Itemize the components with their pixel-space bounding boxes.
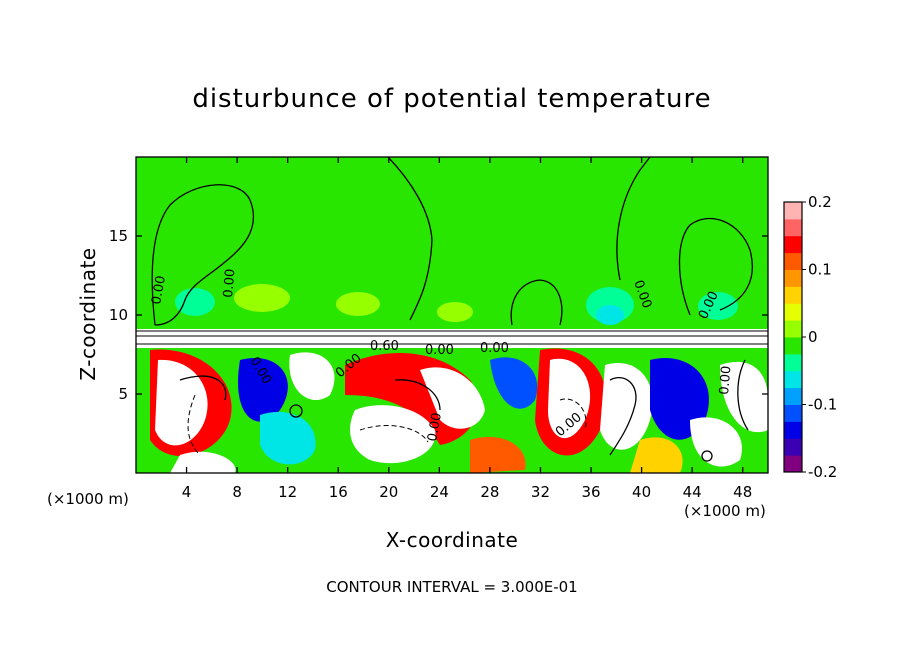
- x-tick-label: 48: [733, 483, 752, 501]
- closed-contour: [701, 450, 713, 462]
- x-tick-label: 4: [182, 483, 192, 501]
- x-tick-label: 8: [232, 483, 242, 501]
- x-tick-label: 32: [531, 483, 550, 501]
- y-tick-label: 5: [118, 385, 128, 403]
- x-tick-label: 12: [278, 483, 297, 501]
- colorbar-swatch: [784, 421, 802, 439]
- inversion-contours: [136, 330, 768, 345]
- inversion-band: [136, 329, 768, 348]
- contour-label: 0.00: [425, 343, 454, 358]
- x-tick-label: 40: [632, 483, 651, 501]
- x-unit-label-left: (×1000 m): [47, 490, 129, 508]
- colorbar-swatch: [784, 387, 802, 405]
- contour-label: 0.60: [370, 339, 399, 354]
- colorbar-swatch: [784, 218, 802, 237]
- x-tick-label: 28: [480, 483, 499, 501]
- x-unit-label-right: (×1000 m): [684, 502, 766, 520]
- contour-interval-note: CONTOUR INTERVAL = 3.000E-01: [326, 578, 578, 596]
- contour-label: 0.00: [221, 268, 238, 298]
- colorbar-tick-label: -0.2: [808, 463, 837, 481]
- x-axis-label: X-coordinate: [385, 528, 519, 552]
- closed-contour: [289, 404, 303, 418]
- colorbar-swatch: [784, 303, 802, 321]
- dashed-contour-lines: [187, 394, 587, 456]
- upper-anomaly-blobs: [175, 284, 738, 325]
- contour-label: 0.00: [425, 412, 445, 443]
- colorbar-swatch: [784, 269, 802, 287]
- colorbar-tick-label: 0: [808, 328, 818, 346]
- colorbar-swatch: [784, 235, 802, 254]
- colorbar-tick-label: -0.1: [808, 396, 837, 414]
- colorbar-swatch: [784, 202, 802, 220]
- colorbar-swatch: [784, 438, 802, 456]
- plot-area: 0.00 0.00 0.00 0.00 0.00 0.60 0.00 0.00 …: [136, 157, 768, 473]
- colorbar-tick-label: 0.1: [808, 261, 832, 279]
- x-tick-label: 16: [329, 483, 348, 501]
- contour-label: 0.00: [480, 341, 509, 356]
- contour-label: 0.00: [717, 365, 734, 395]
- colorbar-swatch: [784, 404, 802, 422]
- chart-title: disturbunce of potential temperature: [192, 84, 712, 114]
- colorbar-swatch: [784, 370, 802, 389]
- contour-lines: [151, 157, 754, 456]
- y-tick-label: 15: [109, 227, 128, 245]
- colorbar-swatch: [784, 320, 802, 338]
- contour-label: 0.00: [149, 275, 169, 306]
- lower-anomaly-blobs: [150, 348, 768, 473]
- x-tick-label: 20: [379, 483, 398, 501]
- colorbar-swatch: [784, 337, 802, 355]
- colorbar-swatch: [784, 252, 802, 270]
- colorbar-swatch: [784, 455, 802, 473]
- colorbar-swatch: [784, 286, 802, 304]
- x-tick-label: 24: [430, 483, 449, 501]
- colorbar-tick-label: 0.2: [808, 193, 832, 211]
- x-tick-label: 36: [581, 483, 600, 501]
- colorbar: 0.2 0.1 0 -0.1 -0.2: [783, 193, 837, 481]
- x-tick-label: 44: [683, 483, 702, 501]
- y-tick-label: 10: [109, 306, 128, 324]
- colorbar-swatch: [784, 353, 802, 372]
